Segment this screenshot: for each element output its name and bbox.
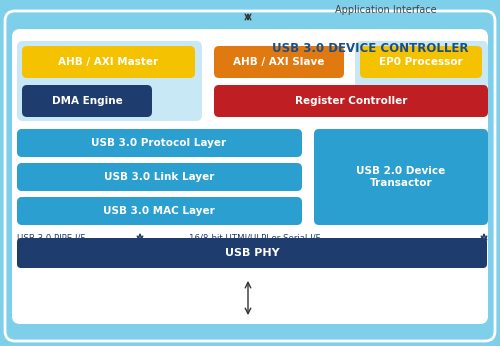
Text: Register Controller: Register Controller [295, 96, 407, 106]
FancyBboxPatch shape [17, 197, 302, 225]
FancyBboxPatch shape [355, 41, 488, 89]
Text: DMA Engine: DMA Engine [52, 96, 123, 106]
Text: USB 3.0 MAC Layer: USB 3.0 MAC Layer [103, 206, 215, 216]
Text: Application Interface: Application Interface [335, 5, 436, 15]
Text: 16/8-bit UTMI/ULPI or Serial I/F: 16/8-bit UTMI/ULPI or Serial I/F [189, 234, 321, 243]
FancyBboxPatch shape [314, 129, 488, 225]
FancyBboxPatch shape [17, 163, 302, 191]
FancyBboxPatch shape [214, 85, 488, 117]
Text: AHB / AXI Master: AHB / AXI Master [58, 57, 158, 67]
Text: USB 3.0 PIPE I/F: USB 3.0 PIPE I/F [17, 234, 86, 243]
FancyBboxPatch shape [17, 41, 202, 121]
FancyBboxPatch shape [17, 238, 487, 268]
FancyBboxPatch shape [17, 129, 302, 157]
Text: USB 2.0 Device
Transactor: USB 2.0 Device Transactor [356, 166, 446, 188]
FancyBboxPatch shape [22, 85, 152, 117]
Text: USB 3.0 Link Layer: USB 3.0 Link Layer [104, 172, 214, 182]
FancyBboxPatch shape [5, 11, 495, 341]
Text: USB 3.0 DEVICE CONTROLLER: USB 3.0 DEVICE CONTROLLER [272, 43, 468, 55]
Text: USB 3.0 Protocol Layer: USB 3.0 Protocol Layer [92, 138, 226, 148]
FancyBboxPatch shape [12, 29, 488, 324]
FancyBboxPatch shape [22, 46, 195, 78]
Text: USB PHY: USB PHY [224, 248, 280, 258]
Text: AHB / AXI Slave: AHB / AXI Slave [234, 57, 324, 67]
FancyBboxPatch shape [214, 46, 344, 78]
Text: EP0 Processor: EP0 Processor [379, 57, 463, 67]
FancyBboxPatch shape [360, 46, 482, 78]
